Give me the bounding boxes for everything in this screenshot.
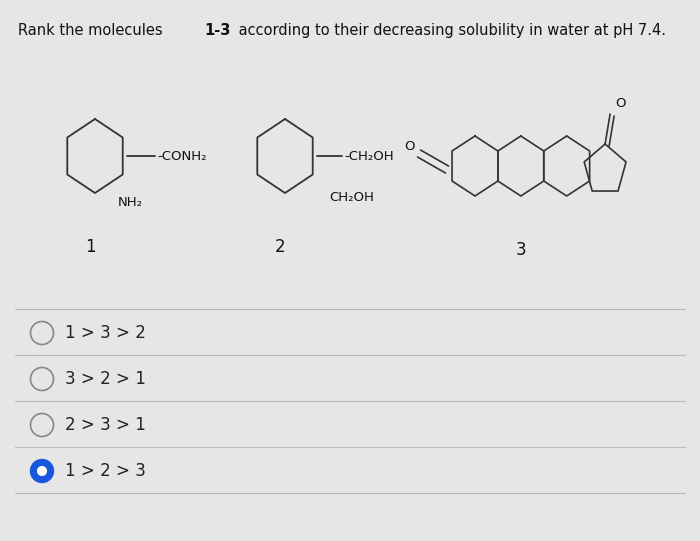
- Text: O: O: [404, 140, 414, 153]
- Text: Rank the molecules: Rank the molecules: [18, 23, 167, 38]
- Circle shape: [38, 467, 46, 476]
- Text: -CH₂OH: -CH₂OH: [344, 149, 393, 162]
- Text: according to their decreasing solubility in water at pH 7.4.: according to their decreasing solubility…: [234, 23, 666, 38]
- Text: 2: 2: [274, 238, 286, 256]
- Circle shape: [31, 459, 53, 483]
- Text: 1 > 3 > 2: 1 > 3 > 2: [65, 324, 146, 342]
- Text: 1 > 2 > 3: 1 > 2 > 3: [65, 462, 146, 480]
- Text: 1: 1: [85, 238, 95, 256]
- Text: 1-3: 1-3: [204, 23, 230, 38]
- Text: CH₂OH: CH₂OH: [329, 191, 374, 204]
- Text: 3: 3: [515, 241, 526, 259]
- Text: 3 > 2 > 1: 3 > 2 > 1: [65, 370, 146, 388]
- Text: -CONH₂: -CONH₂: [157, 149, 206, 162]
- Text: NH₂: NH₂: [118, 196, 143, 209]
- Text: O: O: [615, 97, 626, 110]
- Text: 2 > 3 > 1: 2 > 3 > 1: [65, 416, 146, 434]
